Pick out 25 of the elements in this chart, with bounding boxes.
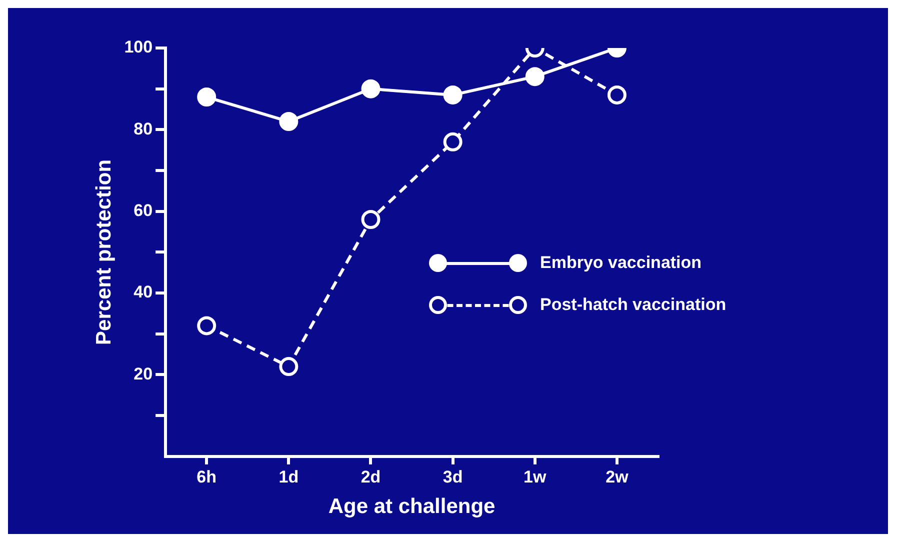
y-tick-label: 100 — [124, 38, 153, 57]
x-tick-label: 1d — [278, 467, 299, 486]
point — [607, 85, 626, 104]
x-tick-label: 2d — [360, 467, 381, 486]
x-tick-label: 1w — [524, 467, 547, 486]
point — [443, 85, 462, 104]
point — [279, 112, 298, 132]
y-tick-label: 80 — [134, 119, 153, 138]
y-axis-title: Percent protection — [92, 159, 116, 345]
point — [361, 79, 380, 98]
x-axis-title: Age at challenge — [328, 495, 496, 518]
point — [525, 67, 544, 86]
point — [279, 357, 298, 376]
legend-label: Post-hatch vaccination — [540, 295, 726, 316]
point — [197, 88, 216, 107]
y-tick-label: 60 — [134, 201, 153, 220]
x-tick-label: 2w — [606, 467, 630, 486]
y-tick-label: 40 — [134, 282, 153, 302]
y-tick-label: 20 — [134, 364, 153, 384]
legend-label: Embryo vaccination — [540, 253, 702, 274]
point — [443, 132, 462, 152]
point — [197, 316, 216, 336]
point — [361, 210, 380, 230]
x-tick-label: 3d — [442, 467, 463, 486]
x-tick-label: 6h — [196, 467, 217, 486]
